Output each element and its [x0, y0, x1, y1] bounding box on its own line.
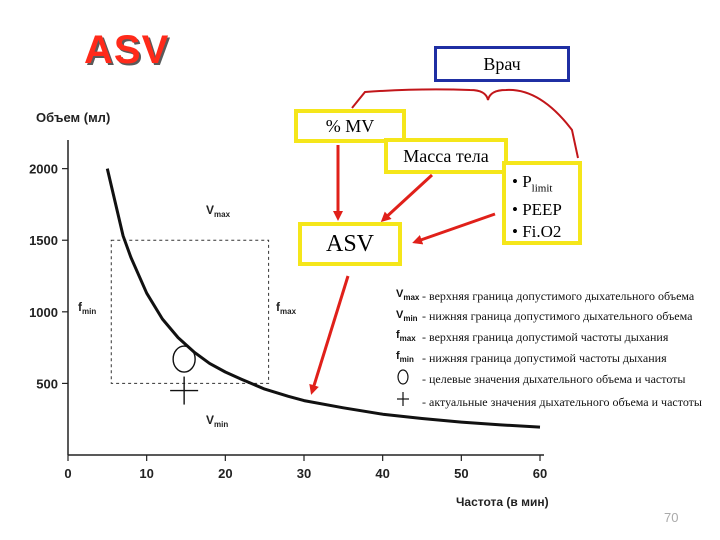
param-plimit: • Plimit: [512, 172, 553, 195]
param-peep: • PEEP: [512, 200, 562, 220]
arrow-layer: [309, 88, 579, 395]
slide-title: ASV: [84, 28, 170, 72]
legend-symbol: fmax: [396, 329, 416, 344]
legend-row-vmax: Vmax - верхняя граница допустимого дыхате…: [396, 286, 702, 307]
target-marker: [172, 345, 196, 373]
legend-symbol: fmin: [396, 350, 414, 365]
cross-icon: [396, 391, 422, 414]
circle-icon: [396, 369, 422, 392]
minute-volume-label: % MV: [325, 115, 375, 136]
params-box: • Plimit • PEEP • Fi.O2: [502, 161, 582, 245]
fmax-label: fmax: [276, 300, 297, 316]
curve-layer: [105, 168, 541, 429]
asv-box: ASV: [298, 222, 402, 266]
x-tick-label: 30: [297, 466, 311, 481]
arrow-asv-to-curve: [309, 275, 350, 395]
minute-volume-box: % MV: [294, 109, 406, 143]
legend-row-fmin: fmin - нижняя граница допустимой частоты …: [396, 348, 702, 369]
legend-symbol: Vmin: [396, 308, 418, 323]
doctor-bracket: [351, 88, 579, 159]
x-tick-label: 50: [454, 466, 468, 481]
target-range-box: [110, 239, 270, 384]
x-tick-label: 20: [218, 466, 232, 481]
y-tick-label: 1000: [29, 305, 58, 320]
x-tick-label: 10: [139, 466, 153, 481]
annotation-layer: Vmax Vmin fmin fmax: [78, 203, 297, 429]
marker-layer: [170, 345, 199, 405]
x-axis-label: Частота (в мин): [456, 495, 549, 509]
legend-row-target: - целевые значения дыхательного объема и…: [396, 369, 702, 392]
legend-row-fmax: fmax - верхняя граница допустимой частоты…: [396, 327, 702, 348]
doctor-box: Врач: [434, 46, 570, 82]
legend: Vmax - верхняя граница допустимого дыхате…: [396, 286, 702, 414]
doctor-label: Врач: [483, 53, 521, 74]
param-fio2: • Fi.O2: [512, 222, 562, 242]
target-range-rect: [110, 239, 270, 384]
chart-axes: [67, 140, 544, 456]
arrow-params-to-asv: [412, 212, 496, 245]
volume-curve: [105, 168, 541, 429]
asv-label: ASV: [325, 230, 374, 257]
chart-ticks: 0 10 20 30 40 50 60 500 1000 1500 2000: [29, 162, 547, 481]
y-tick-label: 1500: [29, 233, 58, 248]
y-axis-label: Объем (мл): [36, 110, 111, 125]
body-mass-label: Масса тела: [403, 145, 489, 166]
legend-row-vmin: Vmin - нижняя граница допустимого дыхател…: [396, 307, 702, 328]
y-tick-label: 500: [36, 376, 58, 391]
fmin-label: fmin: [78, 300, 96, 316]
y-tick-label: 2000: [29, 162, 58, 177]
legend-row-actual: - актуальные значения дыхательного объем…: [396, 391, 702, 414]
arrow-mass-to-asv: [380, 173, 434, 223]
x-tick-label: 0: [64, 466, 71, 481]
x-tick-label: 60: [533, 466, 547, 481]
page-number: 70: [664, 510, 679, 525]
legend-symbol: Vmax: [396, 288, 420, 303]
vmax-label: Vmax: [206, 203, 231, 219]
body-mass-box: Масса тела: [384, 138, 508, 174]
x-tick-label: 40: [375, 466, 389, 481]
vmin-label: Vmin: [206, 413, 228, 429]
